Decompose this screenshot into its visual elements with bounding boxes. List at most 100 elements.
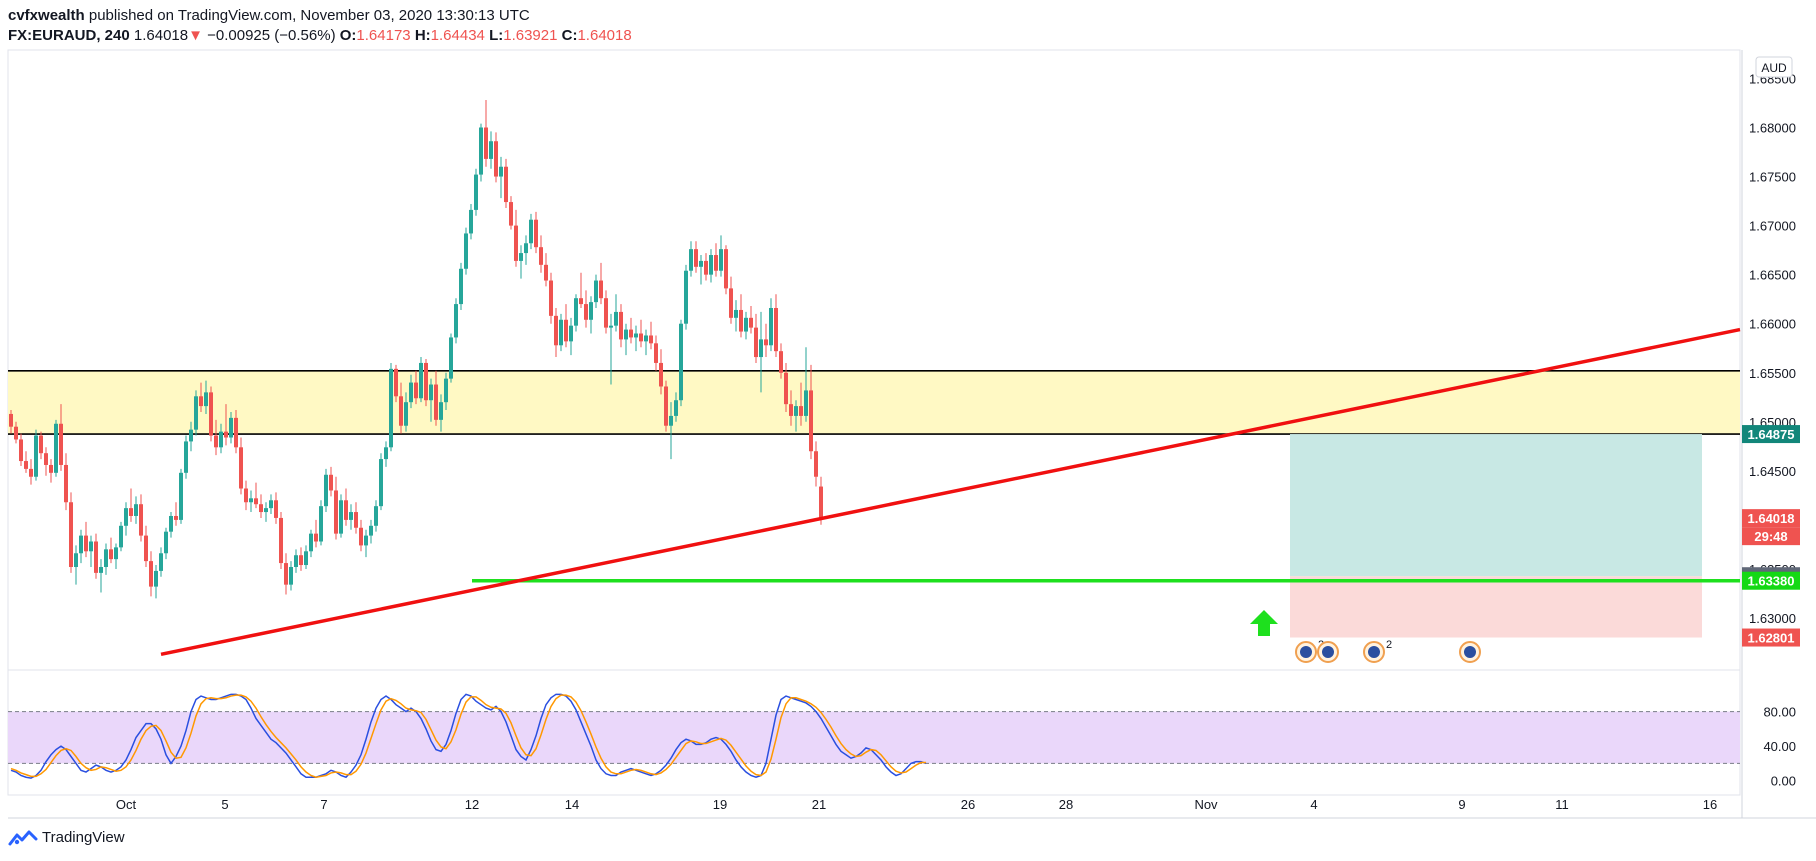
candle-body <box>294 555 298 567</box>
candle-body <box>704 260 708 275</box>
time-tick-label: Oct <box>116 797 137 812</box>
candle-body <box>474 174 478 210</box>
candle <box>34 429 38 481</box>
author-name[interactable]: cvfxwealth <box>8 7 85 24</box>
time-tick-label: 11 <box>1555 797 1569 812</box>
candle <box>664 380 668 432</box>
candle <box>719 235 723 277</box>
candle <box>314 519 318 548</box>
candle-body <box>774 308 778 352</box>
price-axis-label: 1.62801 <box>1742 628 1800 647</box>
candle <box>199 382 203 412</box>
candle-body <box>424 362 428 401</box>
candle <box>379 453 383 511</box>
candle <box>469 204 473 240</box>
candle-body <box>784 372 788 405</box>
stochastic-d-line <box>10 694 926 778</box>
price-change: −0.00925 (−0.56%) <box>207 27 336 44</box>
candle <box>494 132 498 183</box>
stochastic-tick-label: 80.00 <box>1763 705 1796 720</box>
candle-body <box>204 392 208 407</box>
candle <box>624 323 628 356</box>
candle-body <box>594 280 598 303</box>
close-value: 1.64018 <box>577 27 632 44</box>
candle-body <box>239 447 243 489</box>
candle <box>639 319 643 348</box>
candle-body <box>644 335 648 342</box>
candle <box>774 294 778 358</box>
candle-body <box>449 337 453 379</box>
price-axis-label-text: 1.64018 <box>1748 511 1795 526</box>
candle-body <box>89 541 93 552</box>
candle <box>749 306 753 334</box>
candle-body <box>519 253 523 261</box>
candle-body <box>389 368 393 448</box>
candle <box>499 156 503 199</box>
candle <box>154 565 158 599</box>
candle <box>409 374 413 409</box>
candle <box>279 512 283 569</box>
price-axis-label: 1.64018 <box>1742 509 1800 528</box>
economic-event-icon <box>1317 641 1339 663</box>
candle <box>429 378 433 422</box>
time-tick-label: 26 <box>961 797 975 812</box>
candle-body <box>794 406 798 416</box>
candle-body <box>499 166 503 177</box>
candle-body <box>49 464 53 473</box>
low-label: L: <box>489 27 504 44</box>
candle-body <box>344 500 348 520</box>
currency-badge <box>1755 56 1793 78</box>
candle <box>284 553 288 595</box>
candle-body <box>304 551 308 566</box>
candle <box>554 308 558 358</box>
candle-body <box>264 508 268 513</box>
footer-brand[interactable]: TradingView <box>8 829 125 846</box>
candle <box>674 392 678 422</box>
candle-body <box>259 504 263 513</box>
candle-body <box>819 486 823 519</box>
candle-body <box>219 431 223 448</box>
candle <box>224 404 228 446</box>
candle <box>59 404 63 471</box>
candle-body <box>459 268 463 305</box>
candle <box>204 380 208 414</box>
candle <box>324 468 328 513</box>
candle-body <box>529 219 533 244</box>
high-value: 1.64434 <box>430 27 485 44</box>
candle-body <box>374 506 378 526</box>
candle <box>404 392 408 432</box>
candle <box>239 437 243 495</box>
event-count: 2 <box>1386 639 1392 651</box>
candle-body <box>584 304 588 320</box>
candle <box>454 298 458 344</box>
candle-body <box>569 325 573 342</box>
candle-body <box>694 249 698 267</box>
candle <box>24 451 28 473</box>
time-tick-label: 19 <box>713 797 727 812</box>
candle-body <box>679 323 683 401</box>
candle <box>414 370 418 405</box>
candle-body <box>659 362 663 387</box>
candle-body <box>559 319 563 346</box>
candle-body <box>284 563 288 585</box>
candle-body <box>744 317 748 332</box>
candle-body <box>99 566 103 573</box>
candle <box>39 431 43 460</box>
symbol-label[interactable]: FX:EURAUD, 240 <box>8 27 130 44</box>
candle <box>769 298 773 352</box>
candle-body <box>509 202 513 226</box>
candle <box>729 276 733 324</box>
candle-body <box>154 570 158 587</box>
candle <box>694 241 698 273</box>
candle <box>574 294 578 332</box>
candle-body <box>429 384 433 401</box>
candle-body <box>309 533 313 552</box>
candle <box>684 264 688 330</box>
candle-body <box>564 319 568 342</box>
candle-body <box>54 423 58 473</box>
close-label: C: <box>561 27 578 44</box>
candle <box>809 364 813 460</box>
last-price: 1.64018 <box>133 27 189 44</box>
candle <box>259 494 263 518</box>
